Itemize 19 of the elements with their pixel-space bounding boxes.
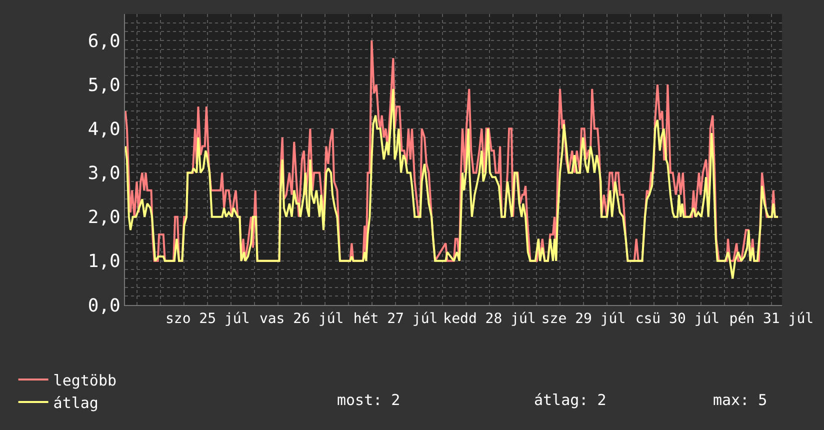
text: átlag: 2 — [534, 391, 606, 409]
y-tick-label: 6,0 — [88, 30, 120, 52]
legend-label: legtöbb — [53, 371, 117, 390]
x-tick-label: pén 31 júl — [729, 310, 814, 327]
y-tick-label: 5,0 — [88, 74, 120, 96]
x-tick-label: csü 30 júl — [635, 310, 720, 327]
x-tick-label: hét 27 júl — [353, 310, 438, 327]
y-tick-label: 3,0 — [88, 163, 120, 184]
text: max: 5 — [713, 391, 768, 409]
y-tick-label: 2,0 — [88, 207, 120, 228]
x-tick-label: szo 25 júl — [165, 310, 250, 327]
y-tick-label: 4,0 — [88, 118, 120, 140]
legend-label: átlag — [53, 394, 98, 412]
text: most: 2 — [337, 391, 400, 409]
x-tick-label: kedd 28 júl — [443, 310, 536, 327]
x-tick-label: sze 29 júl — [541, 310, 626, 327]
y-tick-label: 0,0 — [88, 295, 120, 316]
y-tick-label: 1,0 — [88, 251, 120, 272]
x-tick-label: vas 26 júl — [259, 310, 344, 327]
